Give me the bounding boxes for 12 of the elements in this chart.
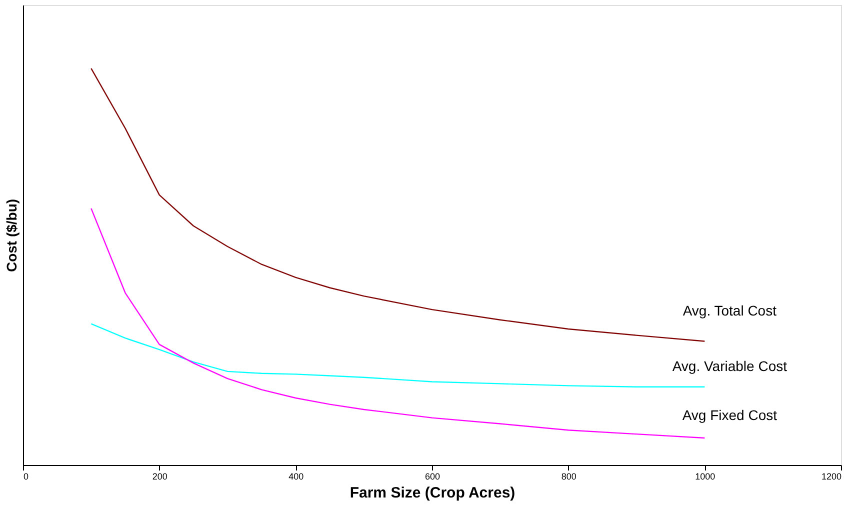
y-axis-title: Cost ($/bu) xyxy=(4,198,20,272)
x-tick-label: 800 xyxy=(561,472,576,482)
series-label: Avg Fixed Cost xyxy=(682,407,778,424)
x-tick-label: 200 xyxy=(152,472,168,482)
x-tick-label: 0 xyxy=(24,472,29,482)
series-label: Avg. Variable Cost xyxy=(672,358,788,374)
x-tick-label: 1200 xyxy=(821,472,842,482)
x-tick-label: 1000 xyxy=(695,472,716,482)
series-label: Avg. Total Cost xyxy=(682,302,777,318)
x-axis-title: Farm Size (Crop Acres) xyxy=(350,484,516,502)
x-tick-label: 600 xyxy=(424,472,440,482)
x-tick-label: 400 xyxy=(288,472,304,482)
